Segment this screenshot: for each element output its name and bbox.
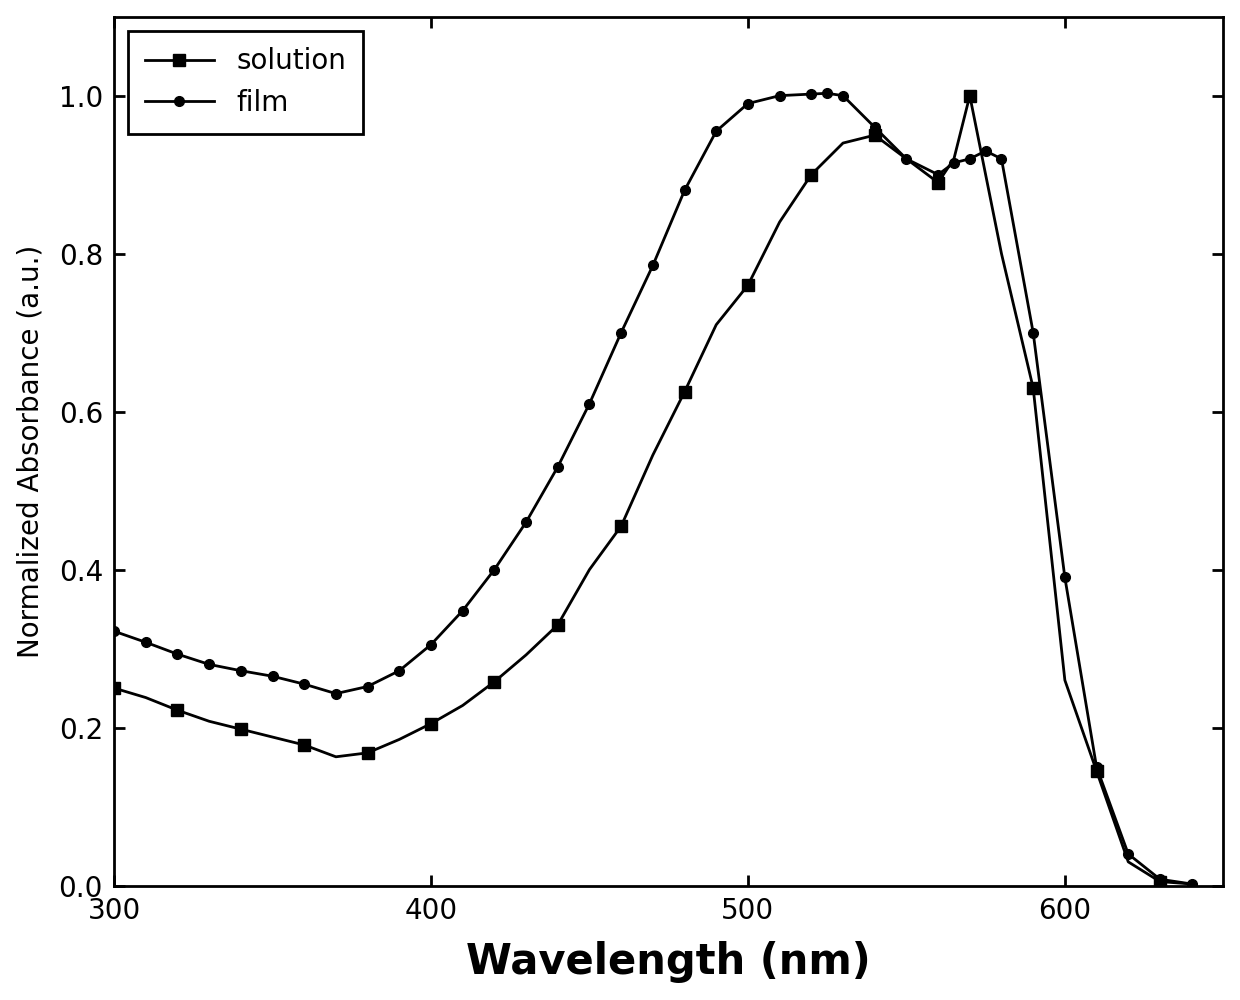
solution bbox=[107, 682, 122, 694]
Line: film: film bbox=[109, 88, 1197, 889]
film bbox=[899, 153, 914, 165]
solution bbox=[518, 649, 533, 661]
film bbox=[709, 125, 724, 137]
film bbox=[487, 564, 502, 576]
solution bbox=[582, 564, 596, 576]
solution bbox=[360, 747, 374, 759]
solution bbox=[1184, 878, 1199, 890]
film bbox=[1025, 327, 1040, 339]
solution bbox=[265, 731, 280, 743]
film bbox=[946, 157, 961, 169]
solution bbox=[645, 449, 660, 461]
solution bbox=[804, 169, 818, 181]
film bbox=[360, 681, 374, 693]
film bbox=[296, 678, 311, 690]
solution bbox=[296, 739, 311, 751]
film bbox=[518, 516, 533, 528]
solution bbox=[836, 137, 851, 149]
film bbox=[773, 90, 787, 102]
solution bbox=[946, 153, 961, 165]
film bbox=[582, 398, 596, 410]
film bbox=[836, 90, 851, 102]
solution bbox=[677, 386, 692, 398]
film bbox=[455, 605, 470, 617]
solution bbox=[170, 704, 185, 716]
solution bbox=[994, 248, 1009, 260]
film bbox=[804, 88, 818, 100]
solution bbox=[1058, 674, 1073, 686]
film bbox=[233, 665, 248, 677]
film bbox=[392, 665, 407, 677]
solution bbox=[1121, 856, 1136, 868]
film bbox=[1184, 878, 1199, 890]
film bbox=[329, 688, 343, 700]
solution bbox=[455, 699, 470, 711]
film bbox=[107, 625, 122, 637]
solution bbox=[1089, 765, 1104, 777]
solution bbox=[233, 723, 248, 735]
solution bbox=[329, 751, 343, 763]
film bbox=[1058, 571, 1073, 583]
solution bbox=[392, 733, 407, 745]
film bbox=[978, 145, 993, 157]
solution bbox=[487, 676, 502, 688]
film bbox=[645, 259, 660, 271]
solution bbox=[139, 692, 154, 704]
solution bbox=[424, 718, 439, 730]
film bbox=[994, 153, 1009, 165]
solution bbox=[551, 619, 565, 631]
film bbox=[265, 670, 280, 682]
solution bbox=[709, 319, 724, 331]
solution bbox=[962, 90, 977, 102]
Y-axis label: Normalized Absorbance (a.u.): Normalized Absorbance (a.u.) bbox=[16, 244, 45, 658]
film bbox=[962, 153, 977, 165]
film bbox=[139, 636, 154, 648]
solution bbox=[773, 216, 787, 228]
film bbox=[614, 327, 629, 339]
film bbox=[202, 658, 217, 670]
film bbox=[820, 87, 835, 99]
solution bbox=[931, 177, 946, 189]
film bbox=[1152, 873, 1167, 885]
film bbox=[867, 121, 882, 133]
film bbox=[424, 639, 439, 651]
film bbox=[931, 169, 946, 181]
film bbox=[551, 461, 565, 473]
solution bbox=[1025, 382, 1040, 394]
solution bbox=[867, 129, 882, 141]
film bbox=[1089, 761, 1104, 773]
film bbox=[677, 184, 692, 196]
Line: solution: solution bbox=[108, 90, 1197, 890]
Legend: solution, film: solution, film bbox=[128, 31, 363, 134]
solution bbox=[740, 279, 755, 291]
solution bbox=[899, 153, 914, 165]
X-axis label: Wavelength (nm): Wavelength (nm) bbox=[466, 941, 870, 983]
solution bbox=[1152, 876, 1167, 888]
film bbox=[1121, 848, 1136, 860]
film bbox=[740, 98, 755, 110]
solution bbox=[614, 520, 629, 532]
film bbox=[170, 648, 185, 660]
solution bbox=[202, 715, 217, 727]
